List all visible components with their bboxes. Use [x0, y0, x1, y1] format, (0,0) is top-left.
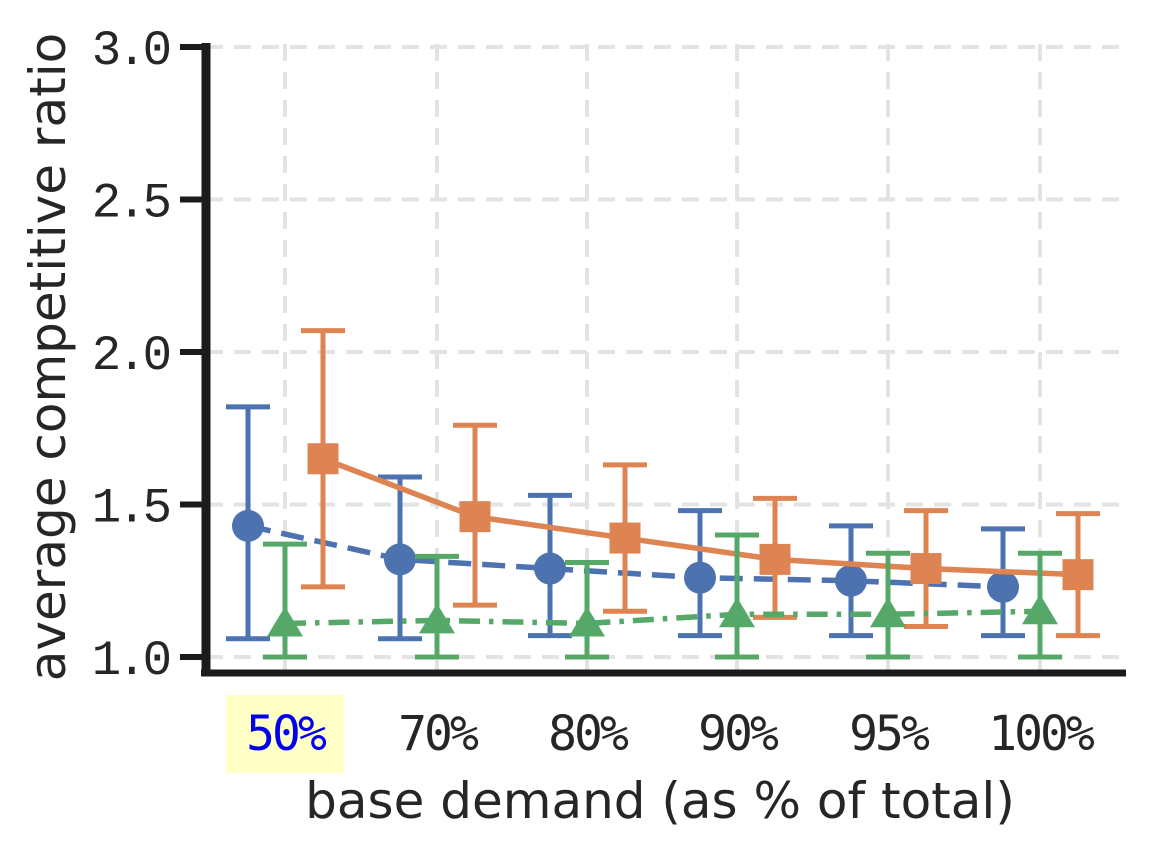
x-tick-label: 95% — [849, 706, 930, 762]
marker-circle — [835, 564, 867, 597]
marker-triangle — [870, 597, 906, 628]
marker-triangle — [719, 597, 755, 628]
y-tick-label: 1.5 — [92, 481, 170, 537]
x-tick-highlight — [226, 695, 344, 773]
y-tick-label: 2.0 — [92, 328, 170, 384]
marker-circle — [534, 552, 566, 585]
marker-triangle — [569, 606, 605, 637]
marker-circle — [384, 543, 416, 576]
y-tick-label: 3.0 — [92, 23, 170, 79]
marker-square — [459, 501, 491, 533]
marker-triangle — [267, 606, 303, 637]
marker-square — [609, 522, 641, 554]
x-tick-label: 80% — [548, 706, 629, 762]
marker-square — [1062, 559, 1094, 591]
y-axis-label: average competitive ratio — [19, 32, 77, 682]
x-axis-label: base demand (as % of total) — [305, 772, 1015, 830]
marker-square — [910, 553, 942, 585]
marker-triangle — [419, 603, 455, 634]
x-tick-label: 90% — [698, 706, 779, 762]
marker-circle — [684, 561, 716, 594]
series-line — [322, 456, 1079, 578]
marker-circle — [232, 509, 264, 542]
marker-triangle — [1022, 594, 1058, 625]
series-line — [284, 608, 1041, 627]
marker-square — [759, 543, 791, 575]
x-tick-label: 70% — [398, 706, 479, 762]
y-tick-label: 2.5 — [92, 176, 170, 232]
marker-square — [307, 443, 339, 475]
x-tick-label: 100% — [988, 706, 1095, 762]
marker-circle — [987, 570, 1019, 603]
x-tick-label: 50% — [246, 706, 327, 762]
y-tick-label: 1.0 — [92, 633, 170, 689]
